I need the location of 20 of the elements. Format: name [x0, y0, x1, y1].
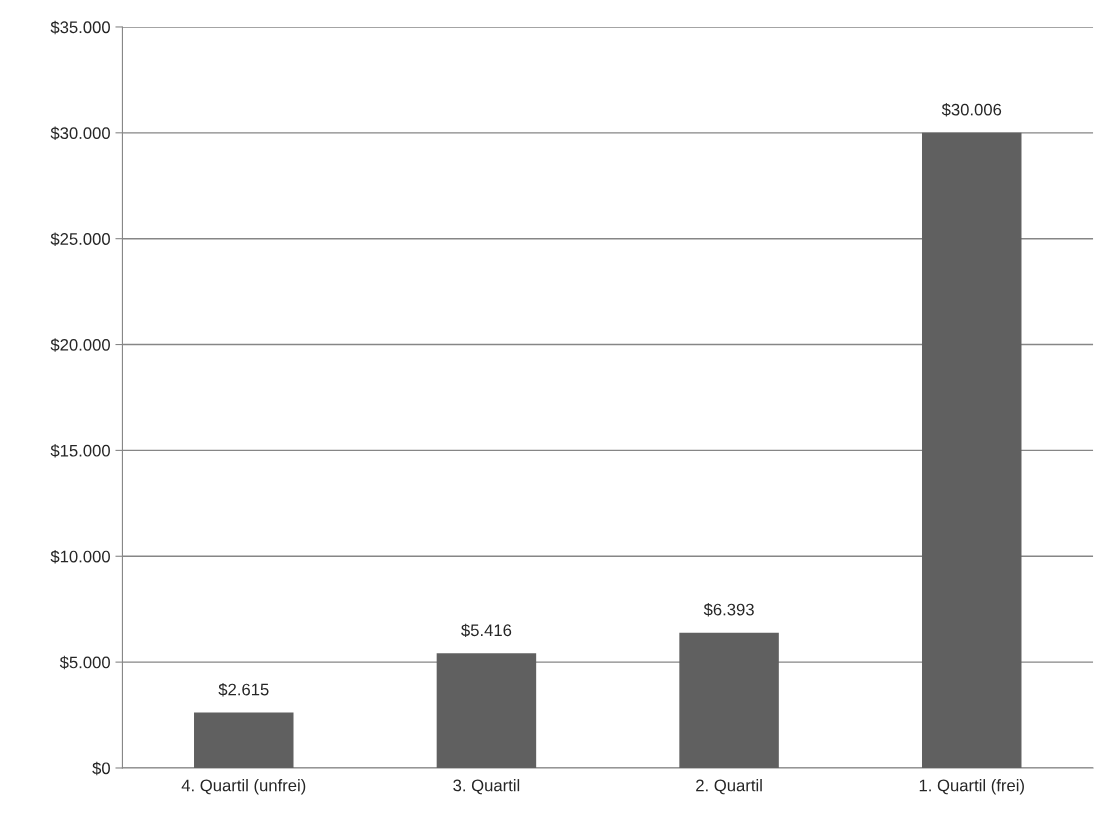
x-tick-label: 4. Quartil (unfrei): [181, 779, 306, 795]
bar: [679, 632, 779, 768]
y-tick-label: $5.000: [59, 655, 110, 670]
y-tick-label: $0: [92, 761, 110, 776]
x-tick-label: 3. Quartil: [453, 779, 520, 795]
bar: [436, 653, 537, 768]
y-tick-label: $20.000: [50, 338, 110, 352]
data-label: $2.615: [218, 682, 269, 697]
y-tick-label: $30.000: [50, 126, 110, 141]
y-tick-label: $15.000: [50, 444, 110, 458]
bar: [194, 712, 294, 768]
x-tick-label: 2. Quartil: [696, 779, 762, 795]
data-label: $30.006: [941, 103, 1002, 117]
bar: [922, 132, 1022, 768]
x-tick-label: 1. Quartil (frei): [919, 779, 1024, 795]
y-tick-label: $35.000: [50, 20, 110, 35]
y-tick-label: $10.000: [50, 549, 110, 564]
y-tick-label: $25.000: [50, 232, 110, 246]
data-label: $5.416: [461, 623, 512, 638]
data-label: $6.393: [703, 602, 754, 617]
